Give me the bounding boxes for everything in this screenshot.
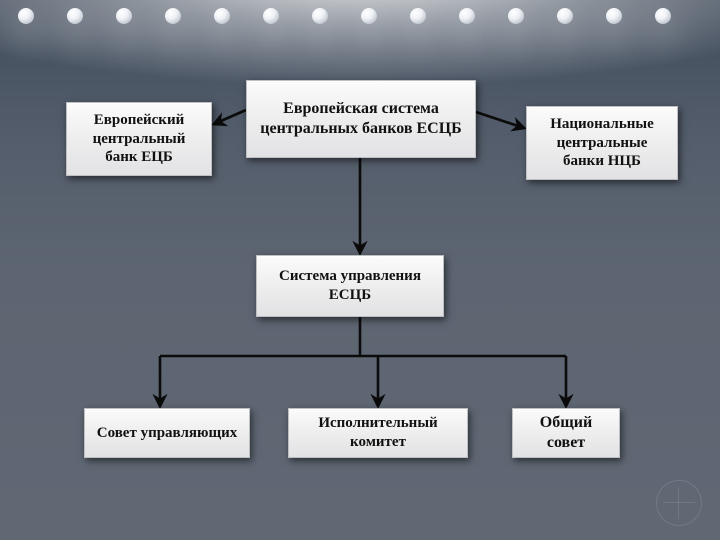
spotlight-icon [263, 8, 279, 24]
node-label: Исполнительный комитет [299, 414, 457, 452]
spotlight-icon [312, 8, 328, 24]
node-escb-root: Европейская система центральных банков Е… [246, 80, 476, 158]
node-label: Система управления ЕСЦБ [267, 267, 433, 305]
node-label: Общий совет [523, 413, 609, 453]
node-ecb: Европейский центральный банк ЕЦБ [66, 102, 212, 176]
spotlight-icon [67, 8, 83, 24]
node-label: Европейская система центральных банков Е… [257, 99, 465, 139]
node-governing-council: Совет управляющих [84, 408, 250, 458]
node-ncb: Национальные центральные банки НЦБ [526, 106, 678, 180]
spotlight-icon [116, 8, 132, 24]
spotlight-icon [655, 8, 671, 24]
watermark-icon [656, 480, 702, 526]
spotlight-icon [214, 8, 230, 24]
spotlight-icon [557, 8, 573, 24]
node-general-council: Общий совет [512, 408, 620, 458]
node-label: Национальные центральные банки НЦБ [537, 115, 667, 171]
slide-stage: Европейская система центральных банков Е… [0, 0, 720, 540]
spotlight-icon [508, 8, 524, 24]
spotlight-icon [361, 8, 377, 24]
node-label: Европейский центральный банк ЕЦБ [77, 111, 201, 167]
node-label: Совет управляющих [97, 424, 238, 443]
spotlight-icon [165, 8, 181, 24]
node-executive-committee: Исполнительный комитет [288, 408, 468, 458]
spotlight-icon [410, 8, 426, 24]
spotlight-icon [18, 8, 34, 24]
spotlight-icon [459, 8, 475, 24]
spotlight-icon [606, 8, 622, 24]
node-management-system: Система управления ЕСЦБ [256, 255, 444, 317]
